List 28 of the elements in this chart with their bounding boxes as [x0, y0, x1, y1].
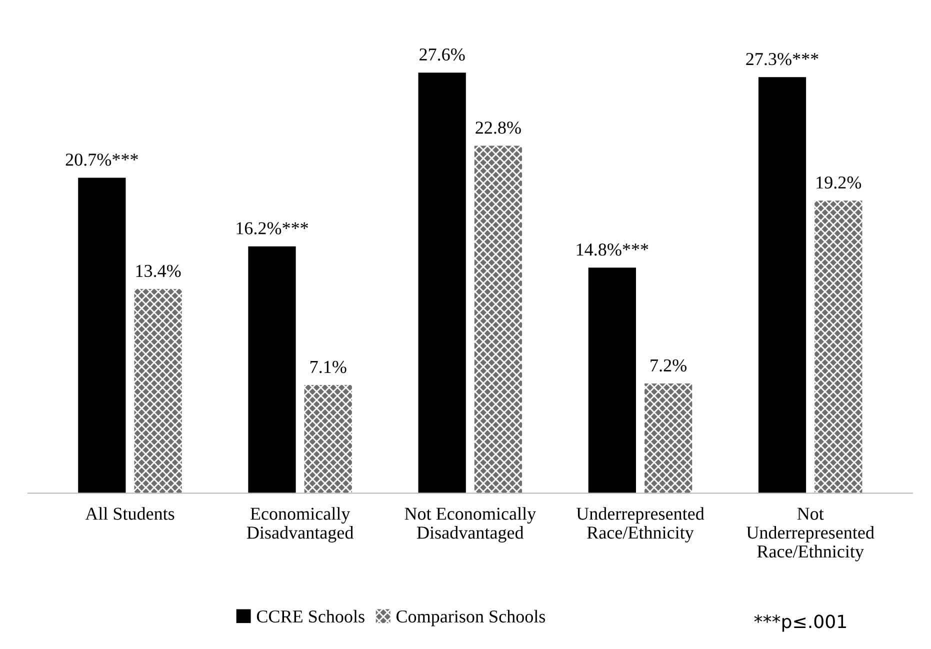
x-tick-label: Underrepresented Race/Ethnicity: [576, 507, 704, 542]
bar: [304, 385, 352, 494]
legend-label: CCRE Schools: [256, 610, 364, 623]
bar: [134, 289, 182, 494]
bar: [418, 72, 466, 494]
bar: [814, 200, 862, 494]
text: ***p≤.001: [754, 614, 846, 632]
data-label: 14.8%***: [576, 243, 648, 256]
data-label: 16.2%***: [236, 222, 308, 234]
data-label: 19.2%: [816, 176, 862, 189]
bar: [758, 77, 806, 494]
data-label: 22.8%: [476, 122, 521, 134]
data-label: 27.3%***: [746, 52, 818, 66]
x-tick-label: Economically Disadvantaged: [246, 507, 354, 542]
data-label: 27.6%: [420, 48, 465, 61]
bar: [588, 268, 636, 494]
data-label: 20.7%***: [66, 154, 138, 166]
x-tick-label: All Students: [85, 507, 174, 520]
data-label: 7.1%: [310, 360, 346, 374]
data-label: 13.4%: [136, 264, 181, 278]
bar: [644, 384, 692, 494]
bar: [474, 146, 522, 494]
x-tick-label: Not Underrepresented Race/Ethnicity: [746, 508, 874, 562]
bar: [78, 178, 126, 494]
bar: [248, 246, 296, 494]
legend-label: Comparison Schools: [396, 610, 546, 626]
data-label: 7.2%: [650, 359, 686, 372]
x-tick-label: Not Economically Disadvantaged: [404, 507, 536, 542]
